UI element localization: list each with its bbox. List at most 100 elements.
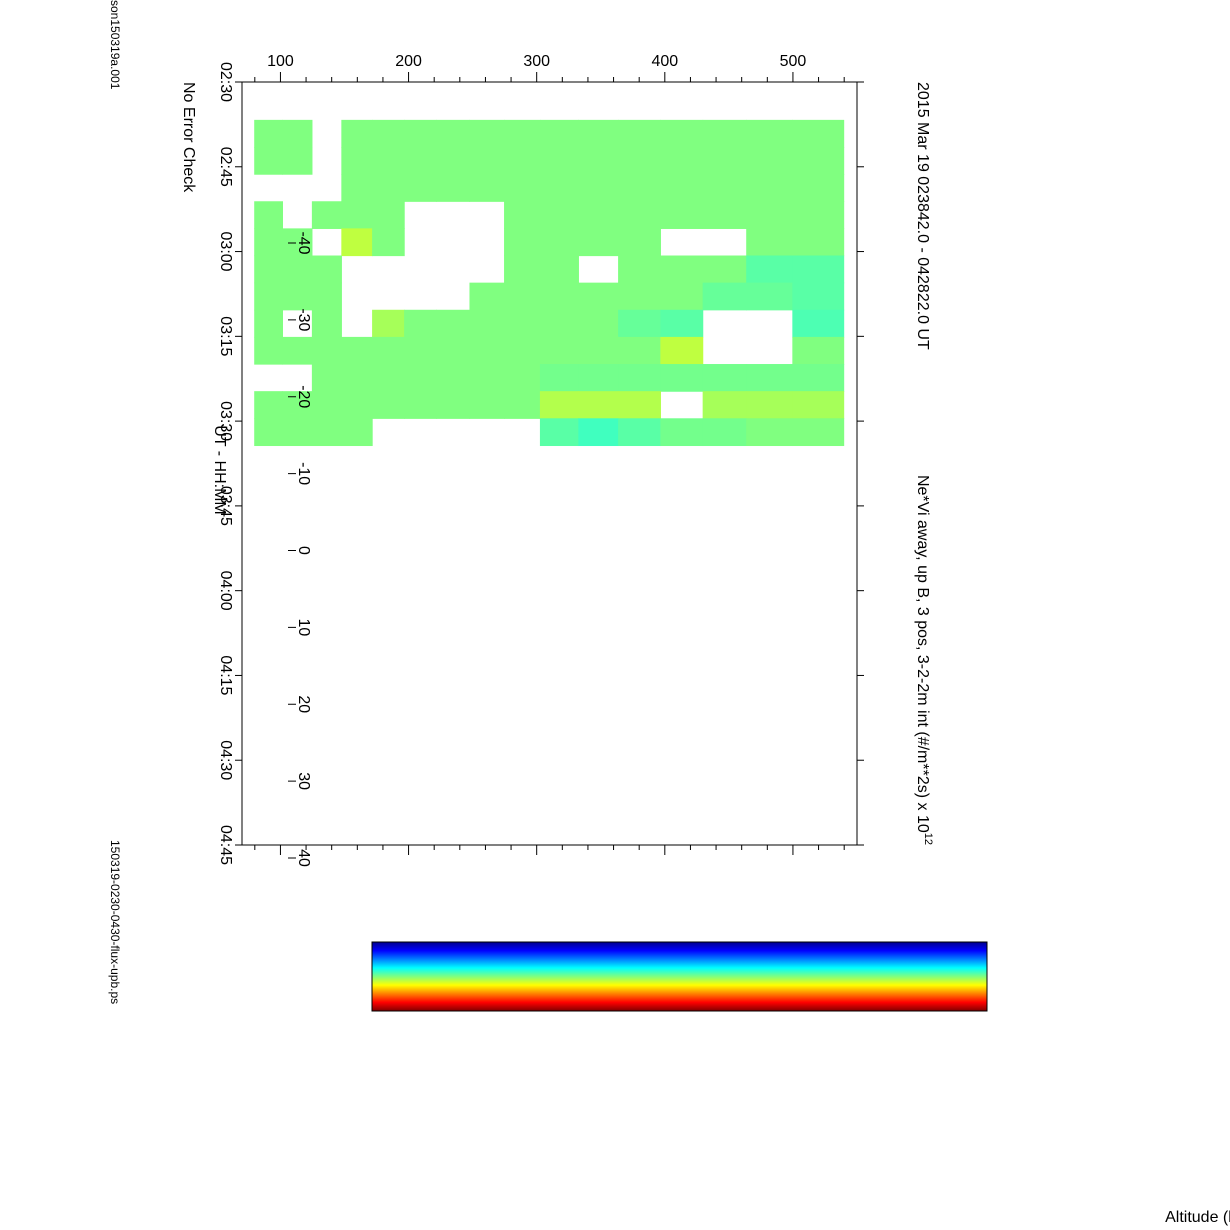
heatmap-cell <box>282 255 313 284</box>
chart-subtitle: No Error Check <box>180 82 197 193</box>
heatmap-cell <box>404 309 437 338</box>
heatmap-cell <box>746 147 793 175</box>
heatmap-cell <box>578 119 619 148</box>
heatmap-cell <box>282 391 313 419</box>
y-tick-label: 400 <box>651 53 678 70</box>
heatmap-cell <box>792 282 845 311</box>
heatmap-cell <box>404 119 437 148</box>
colorbar-tick-label: 40 <box>295 849 312 867</box>
heatmap-cell <box>341 228 373 257</box>
y-tick-label: 300 <box>523 53 550 70</box>
heatmap-cell <box>436 336 471 365</box>
heatmap-cell <box>702 418 747 447</box>
heatmap-cell <box>469 282 505 311</box>
heatmap-cell <box>618 174 661 202</box>
heatmap-cell <box>372 309 405 338</box>
heatmap-cell <box>702 364 747 392</box>
heatmap-cell <box>746 282 793 311</box>
heatmap-cell <box>792 336 845 365</box>
heatmap-cell <box>341 119 373 148</box>
heatmap-cell <box>372 336 405 365</box>
y-axis-ticks: 100 200 300 400 500 <box>254 53 845 855</box>
heatmap-cell <box>660 201 704 229</box>
heatmap-cell <box>504 255 541 284</box>
heatmap-cell <box>618 119 661 148</box>
heatmap-cell <box>311 309 342 338</box>
heatmap-cell <box>746 364 793 392</box>
x-tick-label: 03:15 <box>217 316 234 356</box>
heatmap-cell <box>372 201 405 229</box>
x-tick-label: 04:00 <box>217 571 234 611</box>
heatmap-cell <box>539 255 579 284</box>
heatmap-cell <box>578 309 619 338</box>
heatmap-cell <box>539 147 579 175</box>
colorbar-tick-label: -10 <box>295 462 312 485</box>
heatmap-cell <box>746 255 793 284</box>
heatmap-cell <box>254 309 283 338</box>
heatmap-cell <box>792 391 845 419</box>
heatmap-cell <box>372 391 405 419</box>
heatmap-cell <box>469 391 505 419</box>
y-axis-label: Altitude (km) <box>1165 1209 1230 1226</box>
plot-frame <box>241 81 858 846</box>
heatmap-cell <box>469 364 505 392</box>
heatmap-cell <box>746 174 793 202</box>
heatmap-cell <box>341 418 373 447</box>
colorbar-exponent: 12 <box>922 833 934 845</box>
heatmap-cell <box>254 147 283 175</box>
file-id-label: son150319a.001 <box>108 0 122 90</box>
heatmap-cell <box>504 228 541 257</box>
heatmap-cell <box>618 364 661 392</box>
heatmap-cell <box>282 147 313 175</box>
x-axis-label: UT - HH:MM <box>211 425 228 514</box>
heatmap-cell <box>702 174 747 202</box>
heatmap-cell <box>341 201 373 229</box>
heatmap-cell <box>618 255 661 284</box>
heatmap-cell <box>702 282 747 311</box>
heatmap-cell <box>660 336 704 365</box>
heatmap-cell <box>539 309 579 338</box>
heatmap-cell <box>254 228 283 257</box>
heatmap-cell <box>618 391 661 419</box>
heatmap-cell <box>469 147 505 175</box>
colorbar-tick-label: 10 <box>295 618 312 636</box>
heatmap-cell <box>578 147 619 175</box>
heatmap-cell <box>311 201 342 229</box>
heatmap-cell <box>341 147 373 175</box>
heatmap-cell <box>792 228 845 257</box>
heatmap-cell <box>618 282 661 311</box>
heatmap-cell <box>539 336 579 365</box>
heatmap-cell <box>792 255 845 284</box>
heatmap-cell <box>311 255 342 284</box>
heatmap-cell <box>539 174 579 202</box>
heatmap-cell <box>660 119 704 148</box>
heatmap-cell <box>372 174 405 202</box>
colorbar-tick-label: -20 <box>295 385 312 408</box>
heatmap-cell <box>504 119 541 148</box>
heatmap-cell <box>702 147 747 175</box>
colorbar-tick-label: 20 <box>295 695 312 713</box>
heatmap-cell <box>792 174 845 202</box>
heatmap-cell <box>702 119 747 148</box>
colorbar <box>371 941 988 1012</box>
heatmap-cell <box>578 391 619 419</box>
heatmap-cell <box>578 336 619 365</box>
heatmap-cell <box>254 119 283 148</box>
heatmap-cell <box>282 228 313 257</box>
heatmap-cell <box>341 174 373 202</box>
heatmap-cell <box>372 147 405 175</box>
heatmap-cell <box>792 418 845 447</box>
heatmap-cell <box>702 201 747 229</box>
x-tick-label: 04:15 <box>217 655 234 695</box>
heatmap-cell <box>254 391 283 419</box>
heatmap-cell <box>469 174 505 202</box>
heatmap-cell <box>254 201 283 229</box>
colorbar-tick-label: -40 <box>295 231 312 254</box>
heatmap-cell <box>746 119 793 148</box>
heatmap-cell <box>372 119 405 148</box>
heatmap-cells <box>254 119 845 447</box>
y-tick-label: 200 <box>395 53 422 70</box>
heatmap-cell <box>282 282 313 311</box>
heatmap-cell <box>404 147 437 175</box>
colorbar-ticks: -40 -30 -20 -10 0 10 20 30 40 <box>288 231 312 867</box>
